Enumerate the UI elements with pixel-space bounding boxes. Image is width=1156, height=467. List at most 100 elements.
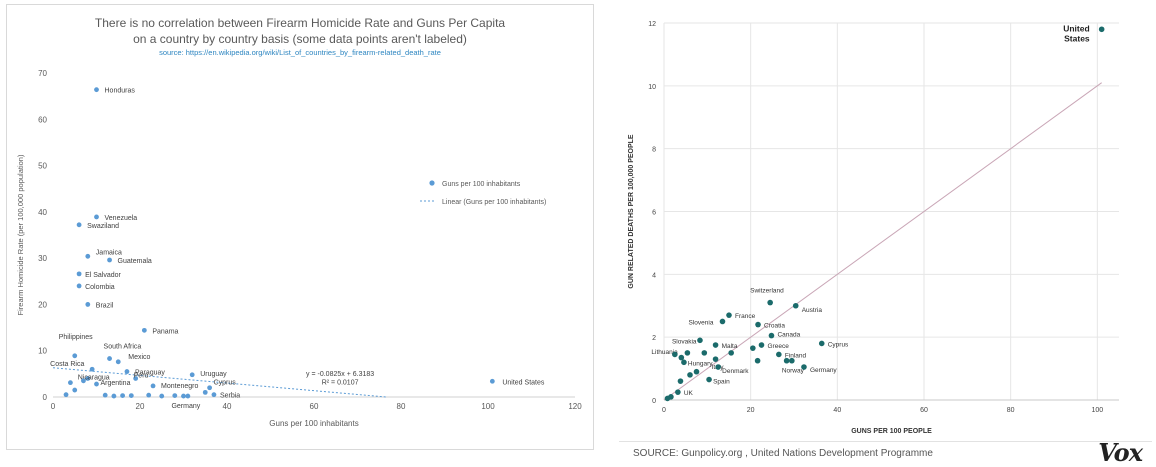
left-y-tick-label: 70 xyxy=(38,69,47,78)
left-y-tick-label: 20 xyxy=(38,300,47,309)
right-label-lithuania: Lithuania xyxy=(651,349,678,356)
right-y-tick-label: 6 xyxy=(652,210,656,217)
left-point-philippines xyxy=(72,353,78,359)
right-label-canada: Canada xyxy=(777,332,800,339)
right-point-uk xyxy=(675,389,681,395)
right-label-united-states-line-2: States xyxy=(1064,33,1090,43)
left-point-brazil xyxy=(85,302,91,307)
right-label-hungary: Hungary xyxy=(688,360,713,367)
left-label-colombia: Colombia xyxy=(85,284,115,291)
left-label-philippines: Philippines xyxy=(59,334,93,341)
right-point-austria xyxy=(792,302,799,309)
left-legend-trend-label: Linear (Guns per 100 inhabitants) xyxy=(442,199,546,206)
right-x-tick-label: 80 xyxy=(1007,407,1015,414)
left-x-tick-label: 60 xyxy=(310,402,319,411)
right-y-tick-label: 10 xyxy=(648,84,656,91)
left-label-jamaica: Jamaica xyxy=(96,249,122,256)
left-point-jamaica xyxy=(85,253,91,259)
left-point-unlabeled xyxy=(128,393,134,399)
right-y-tick-label: 0 xyxy=(652,398,656,405)
left-x-axis-label: Guns per 100 inhabitants xyxy=(269,419,358,428)
right-point-greece xyxy=(758,342,765,348)
right-label-france: France xyxy=(735,313,756,320)
right-trendline xyxy=(663,82,1102,401)
left-x-tick-label: 100 xyxy=(481,402,495,411)
right-label-slovenia: Slovenia xyxy=(689,319,714,326)
left-x-tick-label: 0 xyxy=(51,402,56,411)
left-point-nicaragua xyxy=(85,376,91,381)
left-trend-r-squared: R² = 0.0107 xyxy=(322,380,359,387)
right-label-austria: Austria xyxy=(802,307,823,314)
left-point-germany xyxy=(185,393,191,399)
left-point-costa-rica xyxy=(89,366,95,372)
left-label-venezuela: Venezuela xyxy=(105,215,138,222)
right-point-italy xyxy=(712,356,719,362)
left-subtitle: source: https://en.wikipedia.org/wiki/Li… xyxy=(159,48,441,57)
left-label-guatemala: Guatemala xyxy=(118,258,152,265)
right-point-croatia xyxy=(755,321,761,328)
left-y-tick-label: 30 xyxy=(38,254,47,263)
left-label-brazil: Brazil xyxy=(96,302,114,309)
right-x-tick-label: 60 xyxy=(920,407,928,414)
right-label-greece: Greece xyxy=(768,343,790,350)
left-y-tick-label: 50 xyxy=(38,162,47,171)
left-y-tick-label: 40 xyxy=(38,208,47,217)
left-point-unlabeled xyxy=(68,380,73,386)
right-label-united-states-line-1: United xyxy=(1063,23,1089,33)
left-x-tick-label: 20 xyxy=(136,402,145,411)
left-title-line-1: There is no correlation between Firearm … xyxy=(95,16,506,30)
left-chart-svg: There is no correlation between Firearm … xyxy=(16,16,582,428)
left-point-unlabeled xyxy=(102,392,108,398)
right-y-tick-label: 8 xyxy=(652,147,656,154)
right-label-uk: UK xyxy=(684,390,694,397)
right-point-switzerland xyxy=(767,299,773,306)
left-point-unlabeled xyxy=(146,392,152,398)
left-point-el-salvador xyxy=(76,271,82,277)
right-point-cyprus xyxy=(818,340,825,347)
right-point-finland xyxy=(776,351,782,358)
right-y-axis-label: GUN RELATED DEATHS PER 100,000 PEOPLE xyxy=(628,134,635,288)
left-point-united-states xyxy=(489,378,495,384)
right-y-tick-label: 12 xyxy=(648,21,656,28)
left-point-unlabeled xyxy=(81,378,86,384)
left-label-paraguay: Paraguay xyxy=(135,370,165,377)
left-point-unlabeled xyxy=(181,393,186,399)
left-label-united-states: United States xyxy=(502,379,545,386)
right-point-unlabeled xyxy=(678,354,685,361)
left-y-tick-label: 10 xyxy=(38,347,47,356)
right-point-denmark xyxy=(715,364,721,370)
right-x-tick-label: 20 xyxy=(747,407,755,414)
left-point-uruguay xyxy=(189,372,195,378)
right-point-unlabeled xyxy=(754,357,761,364)
left-label-argentina: Argentina xyxy=(101,380,131,387)
right-point-france xyxy=(726,312,732,318)
left-point-peru xyxy=(133,376,139,381)
right-point-unlabeled xyxy=(783,357,790,364)
left-point-unlabeled xyxy=(202,389,208,395)
right-y-tick-label: 4 xyxy=(652,272,656,279)
left-label-mexico: Mexico xyxy=(128,354,150,361)
vox-logo: Vox xyxy=(1098,438,1143,467)
left-point-honduras xyxy=(94,87,99,93)
left-point-guatemala xyxy=(107,257,112,263)
left-label-uruguay: Uruguay xyxy=(200,371,227,378)
right-point-lithuania xyxy=(684,350,691,356)
right-chart-svg: 0 2 4 6 8 10 12 0 20 40 60 80 100 GUNS PER 100 PEOPLE… xyxy=(628,21,1119,435)
left-x-tick-label: 80 xyxy=(397,402,406,411)
left-point-mexico xyxy=(115,359,121,365)
left-point-venezuela xyxy=(94,214,99,220)
left-title-line-2: on a country by country basis (some data… xyxy=(133,32,467,46)
left-point-unlabeled xyxy=(63,392,69,398)
left-point-serbia xyxy=(211,392,217,398)
left-label-serbia: Serbia xyxy=(220,393,240,400)
left-y-tick-label: 0 xyxy=(43,393,48,402)
left-point-cyprus xyxy=(207,385,213,391)
right-label-finland: Finland xyxy=(785,352,807,359)
left-x-tick-label: 40 xyxy=(223,402,232,411)
right-point-unlabeled xyxy=(664,395,671,402)
right-point-unlabeled xyxy=(728,350,734,356)
right-x-axis-label: GUNS PER 100 PEOPLE xyxy=(851,428,932,435)
right-point-slovakia xyxy=(697,337,703,344)
left-label-peru: Peru xyxy=(134,372,149,379)
left-x-tick-label: 120 xyxy=(568,402,582,411)
